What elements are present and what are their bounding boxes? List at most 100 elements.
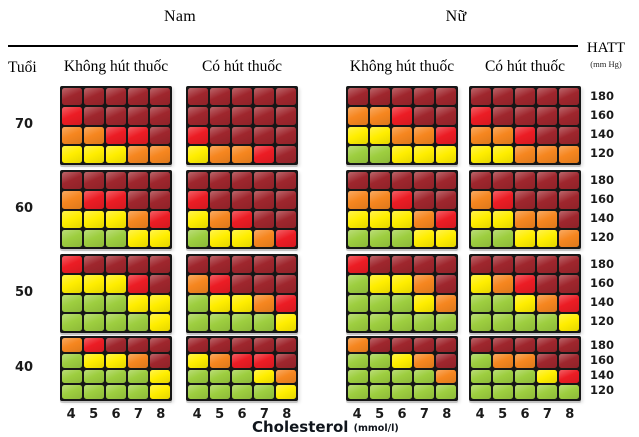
risk-cell-dr bbox=[276, 338, 296, 352]
risk-cell-dr bbox=[150, 256, 170, 274]
risk-cell-r bbox=[106, 191, 126, 209]
risk-cell-dr bbox=[559, 191, 579, 209]
risk-cell-y bbox=[210, 229, 230, 247]
bp-axis-title: HATT bbox=[586, 40, 626, 56]
risk-cell-dr bbox=[106, 256, 126, 274]
cholesterol-axis-label: Cholesterol bbox=[252, 418, 349, 436]
risk-cell-dr bbox=[106, 338, 126, 352]
cholesterol-tick-8: 8 bbox=[565, 407, 575, 422]
risk-cell-o bbox=[276, 369, 296, 384]
risk-cell-g bbox=[128, 369, 148, 384]
risk-cell-dr bbox=[232, 338, 252, 352]
risk-cell-dr bbox=[436, 107, 456, 125]
risk-cell-g bbox=[471, 369, 491, 384]
risk-cell-o bbox=[414, 210, 434, 228]
risk-cell-dr bbox=[436, 88, 456, 106]
risk-cell-y bbox=[150, 369, 170, 384]
bp-tick-120: 120 bbox=[590, 229, 615, 244]
risk-cell-dr bbox=[537, 88, 557, 106]
risk-cell-o bbox=[414, 126, 434, 144]
risk-cell-dr bbox=[276, 145, 296, 163]
risk-cell-y bbox=[348, 126, 368, 144]
risk-cell-g bbox=[128, 385, 148, 399]
bp-tick-140: 140 bbox=[590, 126, 615, 141]
risk-cell-g bbox=[210, 385, 230, 399]
risk-cell-dr bbox=[254, 275, 274, 293]
risk-cell-g bbox=[106, 229, 126, 247]
risk-cell-r bbox=[210, 275, 230, 293]
risk-cell-g bbox=[559, 385, 579, 399]
risk-cell-g bbox=[370, 369, 390, 384]
risk-cell-dr bbox=[254, 107, 274, 125]
risk-cell-g bbox=[370, 313, 390, 331]
risk-cell-r bbox=[254, 353, 274, 368]
risk-cell-dr bbox=[559, 107, 579, 125]
risk-cell-g bbox=[232, 369, 252, 384]
risk-cell-y bbox=[414, 229, 434, 247]
risk-cell-dr bbox=[515, 256, 535, 274]
risk-cell-o bbox=[370, 107, 390, 125]
risk-cell-g bbox=[84, 294, 104, 312]
risk-block-age40-col3 bbox=[469, 336, 581, 401]
age-label-40: 40 bbox=[14, 359, 34, 375]
cholesterol-tick-7: 7 bbox=[542, 407, 552, 422]
risk-cell-g bbox=[392, 385, 412, 399]
risk-cell-o bbox=[515, 145, 535, 163]
risk-cell-y bbox=[106, 353, 126, 368]
bp-tick-180: 180 bbox=[590, 89, 615, 104]
cholesterol-tick-7: 7 bbox=[133, 407, 143, 422]
risk-cell-y bbox=[392, 145, 412, 163]
risk-cell-g bbox=[471, 229, 491, 247]
risk-cell-dr bbox=[436, 338, 456, 352]
risk-cell-g bbox=[62, 229, 82, 247]
risk-cell-dr bbox=[370, 256, 390, 274]
risk-block-age40-col0 bbox=[60, 336, 172, 401]
column-header-male-smoker: Có hút thuốc bbox=[201, 58, 283, 75]
risk-cell-y bbox=[188, 145, 208, 163]
risk-cell-dr bbox=[232, 191, 252, 209]
risk-cell-dr bbox=[414, 172, 434, 190]
bp-tick-120: 120 bbox=[590, 313, 615, 328]
risk-cell-g bbox=[106, 313, 126, 331]
risk-cell-y bbox=[84, 210, 104, 228]
cholesterol-tick-8: 8 bbox=[156, 407, 166, 422]
risk-cell-o bbox=[559, 229, 579, 247]
risk-cell-y bbox=[370, 126, 390, 144]
risk-cell-y bbox=[106, 210, 126, 228]
risk-cell-g bbox=[348, 145, 368, 163]
risk-cell-o bbox=[493, 275, 513, 293]
risk-cell-dr bbox=[188, 256, 208, 274]
risk-cell-dr bbox=[276, 256, 296, 274]
cholesterol-tick-6: 6 bbox=[237, 407, 247, 422]
risk-cell-dr bbox=[537, 172, 557, 190]
risk-cell-g bbox=[493, 294, 513, 312]
risk-block-age70-col0 bbox=[60, 86, 172, 165]
risk-cell-g bbox=[471, 353, 491, 368]
risk-cell-g bbox=[392, 229, 412, 247]
risk-cell-y bbox=[392, 275, 412, 293]
bp-tick-120: 120 bbox=[590, 145, 615, 160]
risk-cell-y bbox=[188, 210, 208, 228]
risk-cell-y bbox=[348, 210, 368, 228]
risk-cell-dr bbox=[537, 126, 557, 144]
risk-cell-y bbox=[493, 210, 513, 228]
risk-cell-dr bbox=[210, 256, 230, 274]
risk-cell-dr bbox=[537, 191, 557, 209]
risk-cell-r bbox=[62, 256, 82, 274]
group-title-male: Nam bbox=[163, 8, 197, 25]
risk-cell-o bbox=[515, 210, 535, 228]
risk-cell-g bbox=[493, 229, 513, 247]
risk-cell-g bbox=[392, 313, 412, 331]
risk-cell-y bbox=[436, 229, 456, 247]
risk-cell-dr bbox=[436, 191, 456, 209]
risk-block-age60-col1 bbox=[186, 170, 298, 249]
risk-cell-g bbox=[471, 294, 491, 312]
bp-tick-160: 160 bbox=[590, 192, 615, 207]
risk-cell-o bbox=[62, 338, 82, 352]
risk-cell-dr bbox=[276, 172, 296, 190]
risk-cell-g bbox=[414, 313, 434, 331]
risk-cell-o bbox=[471, 191, 491, 209]
risk-cell-y bbox=[436, 145, 456, 163]
risk-cell-g bbox=[62, 353, 82, 368]
risk-cell-dr bbox=[254, 256, 274, 274]
